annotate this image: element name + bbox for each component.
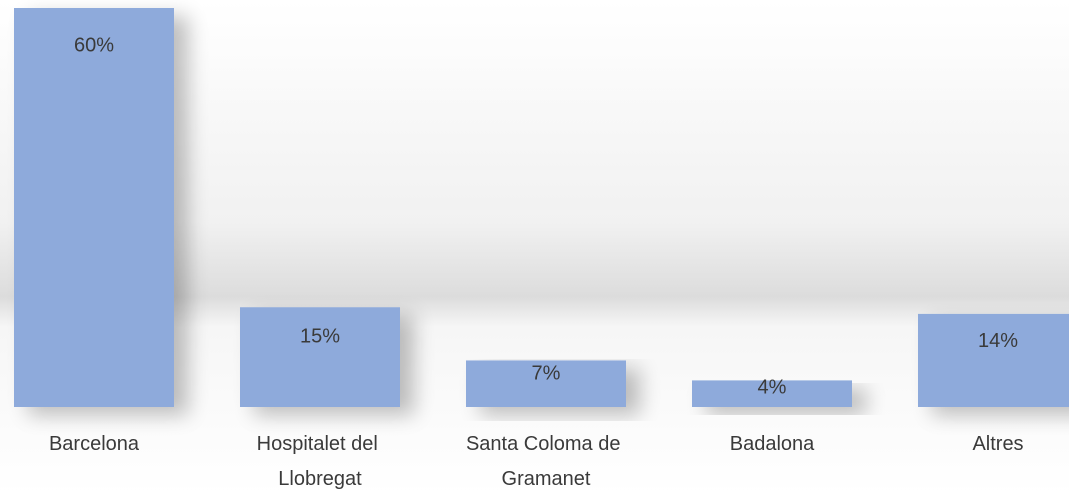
bar	[240, 307, 400, 407]
data-label: 60%	[74, 34, 114, 56]
data-label: 4%	[758, 377, 787, 399]
bar	[14, 8, 174, 407]
data-label: 15%	[300, 325, 340, 347]
data-label: 14%	[978, 330, 1018, 352]
x-tick-label: Badalona	[730, 433, 815, 455]
data-label: 7%	[532, 363, 561, 385]
bar	[918, 313, 1069, 407]
bar	[692, 380, 852, 407]
x-tick-label: Barcelona	[49, 433, 140, 455]
x-tick-label: Altres	[972, 433, 1023, 455]
x-tick-label: Hospitalet del Llobregat	[257, 433, 384, 490]
x-tick-label: Santa Coloma de Gramanet	[466, 433, 626, 490]
bar	[466, 360, 626, 407]
